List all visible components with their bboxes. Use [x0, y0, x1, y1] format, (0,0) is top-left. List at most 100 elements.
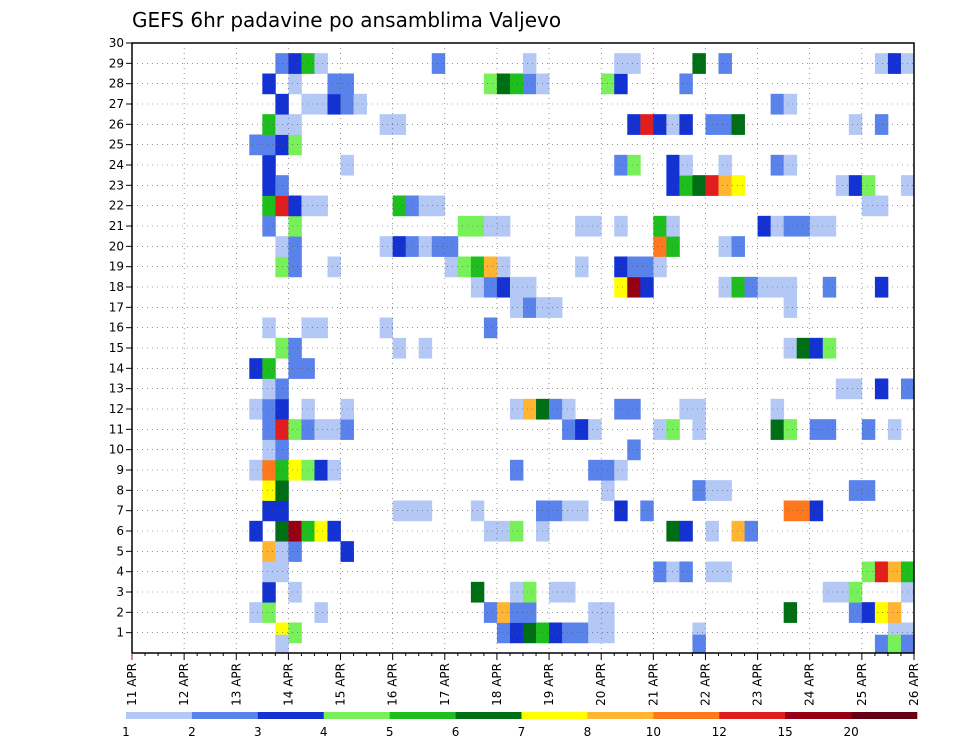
heatmap-cell	[679, 520, 693, 542]
heatmap-cell	[653, 215, 667, 237]
heatmap-cell	[848, 581, 863, 603]
heatmap-cell	[301, 520, 315, 542]
heatmap-cell	[653, 419, 667, 440]
heatmap-cell	[874, 276, 889, 298]
heatmap-cell	[249, 398, 263, 420]
heatmap-cell	[496, 520, 511, 542]
heatmap-cell	[314, 459, 328, 481]
heatmap-cell	[509, 276, 524, 298]
heatmap-cell	[653, 256, 667, 278]
heatmap-cell	[262, 195, 276, 217]
y-tick-label: 29	[109, 56, 124, 70]
legend-swatch	[191, 712, 259, 719]
heatmap-cell	[614, 53, 628, 74]
heatmap-cell	[783, 154, 798, 176]
color-legend: 1 2 3 4 5 6 7 8 10 12 15 20	[122, 712, 918, 739]
heatmap-cell	[588, 622, 602, 644]
heatmap-cell	[418, 500, 433, 522]
heatmap-cell	[262, 134, 276, 156]
heatmap-cell	[327, 520, 341, 542]
heatmap-cell	[809, 500, 824, 522]
heatmap-cell	[523, 602, 537, 623]
heatmap-cell	[288, 541, 302, 562]
heatmap-cell	[614, 500, 628, 522]
heatmap-cell	[822, 581, 837, 603]
heatmap-cell	[783, 500, 798, 522]
heatmap-cell	[666, 236, 680, 257]
heatmap-cell	[874, 114, 889, 135]
heatmap-cell	[301, 195, 315, 217]
y-tick-label: 7	[116, 504, 124, 518]
y-tick-label: 8	[116, 483, 124, 497]
y-tick-label: 4	[116, 565, 124, 579]
heatmap-cell	[653, 114, 667, 135]
heatmap-cell	[353, 93, 367, 115]
heatmap-cell	[679, 398, 693, 420]
heatmap-cell	[731, 276, 745, 298]
y-tick-label: 19	[109, 260, 124, 274]
y-tick-label: 30	[109, 36, 124, 50]
heatmap-cell	[900, 634, 915, 654]
legend-label: 3	[254, 725, 262, 739]
y-tick-label: 12	[109, 402, 124, 416]
heatmap-cell	[431, 53, 446, 74]
y-tick-label: 2	[116, 605, 124, 619]
y-tick-label: 24	[109, 158, 124, 172]
chart-title: GEFS 6hr padavine po ansamblima Valjevo	[132, 8, 561, 32]
y-tick-label: 20	[109, 239, 124, 253]
y-tick-label: 21	[109, 219, 124, 233]
heatmap-cell	[301, 93, 315, 115]
heatmap-cell	[418, 236, 433, 257]
heatmap-cell	[666, 561, 680, 583]
heatmap-cell	[288, 520, 302, 542]
heatmap-cell	[483, 317, 498, 339]
heatmap-cell	[392, 500, 407, 522]
heatmap-cell	[379, 317, 394, 339]
heatmap-cell	[562, 622, 576, 644]
heatmap-cell	[796, 337, 811, 359]
x-tick-label: 22 APR	[698, 663, 712, 706]
legend-label: 1	[122, 725, 130, 739]
y-tick-label: 25	[109, 138, 124, 152]
heatmap-cell	[861, 419, 876, 440]
heatmap-cell	[288, 337, 302, 359]
heatmap-cell	[288, 581, 302, 603]
x-tick-label: 15 APR	[334, 663, 348, 706]
heatmap-cell	[288, 256, 302, 278]
y-tick-label: 10	[109, 443, 124, 457]
heatmap-cell	[457, 256, 472, 278]
heatmap-cell	[848, 480, 863, 501]
y-tick-label: 9	[116, 463, 124, 477]
heatmap-cell	[288, 358, 302, 379]
heatmap-cell	[562, 398, 576, 420]
y-tick-label: 28	[109, 77, 124, 91]
heatmap-cell	[327, 93, 341, 115]
heatmap-cell	[575, 622, 589, 644]
heatmap-cell	[431, 195, 446, 217]
heatmap-cell	[327, 459, 341, 481]
heatmap-cell	[301, 317, 315, 339]
heatmap-cell	[483, 256, 498, 278]
x-axis: 11 APR 12 APR 13 APR 14 APR 15 APR 16 APR 17 A…	[125, 653, 921, 706]
heatmap-cell	[262, 581, 276, 603]
heatmap-cell	[614, 459, 628, 481]
heatmap-cell	[783, 419, 798, 440]
heatmap-cell	[627, 114, 641, 135]
heatmap-cell	[744, 276, 758, 298]
y-tick-label: 16	[109, 321, 124, 335]
heatmap-cell	[509, 398, 524, 420]
heatmap-cell	[523, 73, 537, 95]
legend-swatch	[323, 712, 390, 719]
heatmap-cell	[418, 337, 433, 359]
heatmap-cell	[262, 500, 276, 522]
heatmap-cell	[679, 561, 693, 583]
heatmap-cell	[575, 215, 589, 237]
heatmap-cell	[848, 175, 863, 196]
heatmap-cell	[301, 419, 315, 440]
heatmap-cell	[887, 561, 902, 583]
heatmap-cell	[861, 602, 876, 623]
heatmap-cell	[262, 358, 276, 379]
heatmap-cell	[275, 634, 289, 654]
heatmap-cell	[666, 114, 680, 135]
heatmap-cell	[874, 602, 889, 623]
